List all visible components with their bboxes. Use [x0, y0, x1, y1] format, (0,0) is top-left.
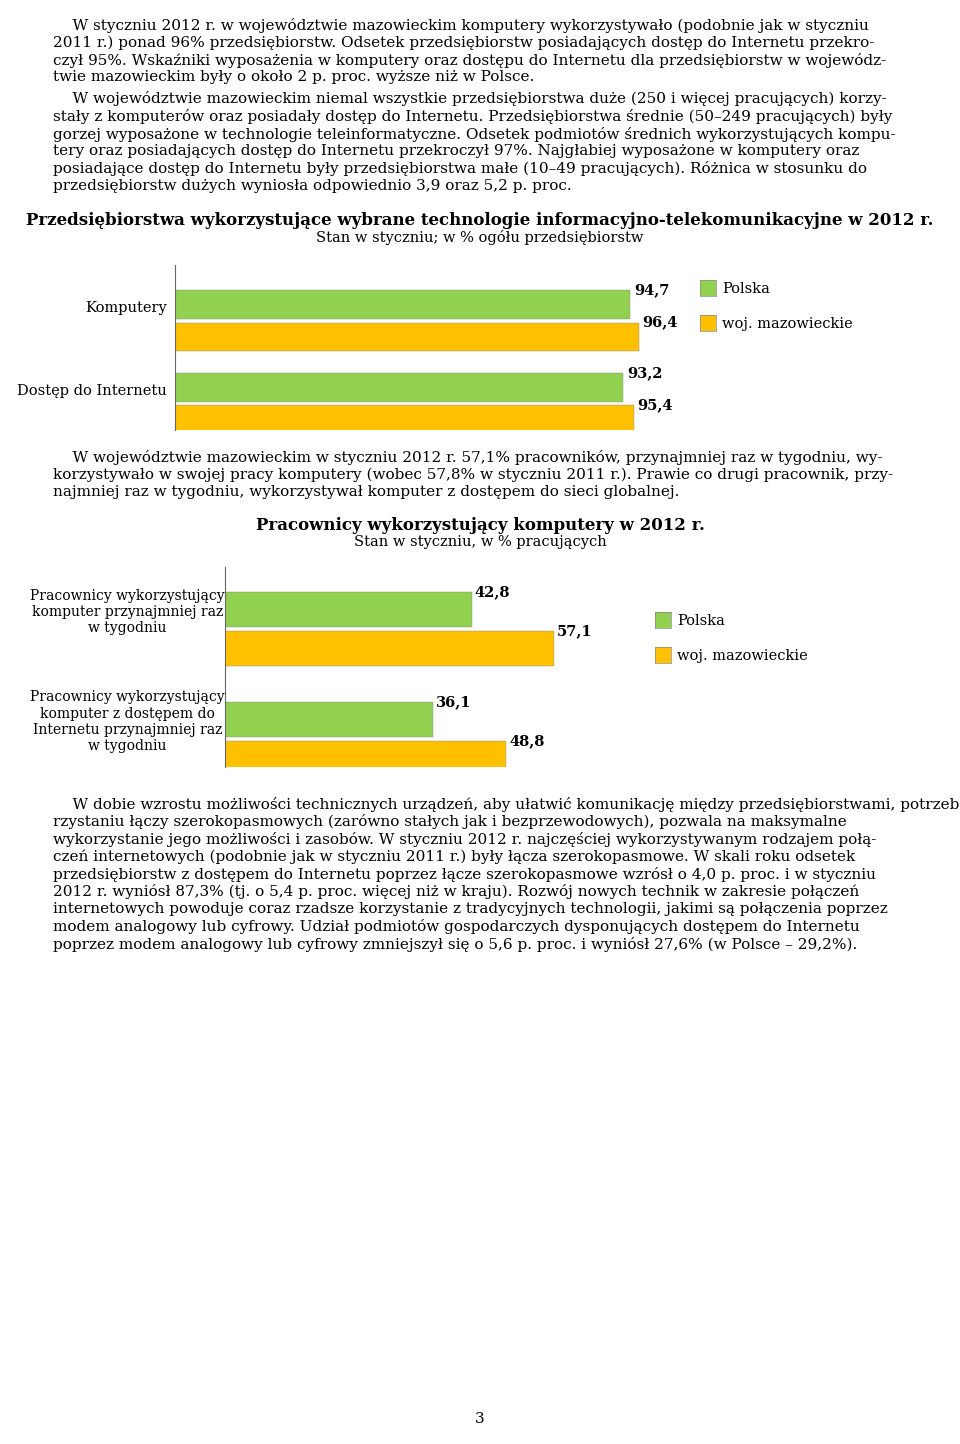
Text: 36,1: 36,1	[436, 695, 471, 709]
Text: Pracownicy wykorzystujący
komputer z dostępem do
Internetu przynajmniej raz
w ty: Pracownicy wykorzystujący komputer z dos…	[31, 690, 225, 754]
Text: Pracownicy wykorzystujący komputery w 2012 r.: Pracownicy wykorzystujący komputery w 20…	[255, 517, 705, 534]
Bar	[225, 631, 554, 666]
Bar	[225, 702, 433, 738]
Bar	[175, 322, 638, 351]
Bar	[225, 741, 506, 777]
Text: stały z komputerów oraz posiadały dostęp do Internetu. Przedsiębiorstwa średnie : stały z komputerów oraz posiadały dostęp…	[53, 108, 893, 124]
Text: 2012 r. wyniósł 87,3% (tj. o 5,4 p. proc. więcej niż w kraju). Rozwój nowych tec: 2012 r. wyniósł 87,3% (tj. o 5,4 p. proc…	[53, 884, 859, 900]
Text: wykorzystanie jego możliwości i zasobów. W styczniu 2012 r. najczęściej wykorzys: wykorzystanie jego możliwości i zasobów.…	[53, 832, 876, 846]
Text: twie mazowieckim były o około 2 p. proc. wyższe niż w Polsce.: twie mazowieckim były o około 2 p. proc.…	[53, 71, 535, 85]
Text: internetowych powoduje coraz rzadsze korzystanie z tradycyjnych technologii, jak: internetowych powoduje coraz rzadsze kor…	[53, 901, 888, 915]
Text: poprzez modem analogowy lub cyfrowy zmniejszył się o 5,6 p. proc. i wyniósł 27,6: poprzez modem analogowy lub cyfrowy zmni…	[53, 937, 857, 952]
Text: czeń internetowych (podobnie jak w styczniu 2011 r.) były łącza szerokopasmowe. : czeń internetowych (podobnie jak w stycz…	[53, 849, 855, 864]
Text: 96,4: 96,4	[642, 316, 678, 329]
Text: 94,7: 94,7	[635, 283, 670, 297]
Text: W dobie wzrostu możliwości technicznych urządzeń, aby ułatwić komunikację między: W dobie wzrostu możliwości technicznych …	[53, 797, 960, 812]
Text: 48,8: 48,8	[509, 734, 544, 748]
Text: Stan w styczniu; w % ogółu przedsiębiorstw: Stan w styczniu; w % ogółu przedsiębiors…	[316, 230, 644, 245]
Text: woj. mazowieckie: woj. mazowieckie	[722, 318, 852, 331]
Text: gorzej wyposażone w technologie teleinformatyczne. Odsetek podmiotów średnich wy: gorzej wyposażone w technologie teleinfo…	[53, 127, 896, 142]
Text: W styczniu 2012 r. w województwie mazowieckim komputery wykorzystywało (podobnie: W styczniu 2012 r. w województwie mazowi…	[53, 17, 869, 33]
Bar	[225, 592, 471, 627]
Text: Pracownicy wykorzystujący
komputer przynajmniej raz
w tygodniu: Pracownicy wykorzystujący komputer przyn…	[31, 589, 225, 635]
Text: W województwie mazowieckim w styczniu 2012 r. 57,1% pracowników, przynajmniej ra: W województwie mazowieckim w styczniu 20…	[53, 451, 882, 465]
Text: najmniej raz w tygodniu, wykorzystywał komputer z dostępem do sieci globalnej.: najmniej raz w tygodniu, wykorzystywał k…	[53, 485, 680, 500]
Text: 3: 3	[475, 1412, 485, 1427]
Text: Przedsiębiorstwa wykorzystujące wybrane technologie informacyjno-telekomunikacyj: Przedsiębiorstwa wykorzystujące wybrane …	[26, 212, 934, 230]
Text: woj. mazowieckie: woj. mazowieckie	[677, 648, 807, 663]
Text: posiadające dostęp do Internetu były przedsiębiorstwa małe (10–49 pracujących). : posiadające dostęp do Internetu były prz…	[53, 162, 867, 176]
Bar	[175, 290, 631, 319]
Text: modem analogowy lub cyfrowy. Udział podmiotów gospodarczych dysponujących dostęp: modem analogowy lub cyfrowy. Udział podm…	[53, 920, 860, 934]
Text: W województwie mazowieckim niemal wszystkie przedsiębiorstwa duże (250 i więcej : W województwie mazowieckim niemal wszyst…	[53, 91, 887, 107]
Text: 95,4: 95,4	[637, 399, 673, 412]
Text: czył 95%. Wskaźniki wyposażenia w komputery oraz dostępu do Internetu dla przeds: czył 95%. Wskaźniki wyposażenia w komput…	[53, 53, 886, 68]
Text: Stan w styczniu, w % pracujących: Stan w styczniu, w % pracujących	[353, 534, 607, 549]
Text: Polska: Polska	[677, 614, 725, 628]
Text: rzystaniu łączy szerokopasmowych (zarówno stałych jak i bezprzewodowych), pozwal: rzystaniu łączy szerokopasmowych (zarówn…	[53, 814, 847, 829]
Text: tery oraz posiadających dostęp do Internetu przekroczył 97%. Najgłabiej wyposażo: tery oraz posiadających dostęp do Intern…	[53, 144, 859, 157]
Text: 57,1: 57,1	[557, 624, 592, 638]
Text: Polska: Polska	[722, 282, 770, 296]
Bar	[175, 373, 623, 401]
Bar	[175, 406, 634, 435]
Text: 93,2: 93,2	[627, 365, 662, 380]
Text: 42,8: 42,8	[474, 585, 510, 599]
Text: korzystywało w swojej pracy komputery (wobec 57,8% w styczniu 2011 r.). Prawie c: korzystywało w swojej pracy komputery (w…	[53, 468, 893, 482]
Text: 2011 r.) ponad 96% przedsiębiorstw. Odsetek przedsiębiorstw posiadających dostęp: 2011 r.) ponad 96% przedsiębiorstw. Odse…	[53, 36, 875, 51]
Text: przedsiębiorstw z dostępem do Internetu poprzez łącze szerokopasmowe wzrósł o 4,: przedsiębiorstw z dostępem do Internetu …	[53, 866, 876, 882]
Text: przedsiębiorstw dużych wyniosła odpowiednio 3,9 oraz 5,2 p. proc.: przedsiębiorstw dużych wyniosła odpowied…	[53, 179, 571, 193]
